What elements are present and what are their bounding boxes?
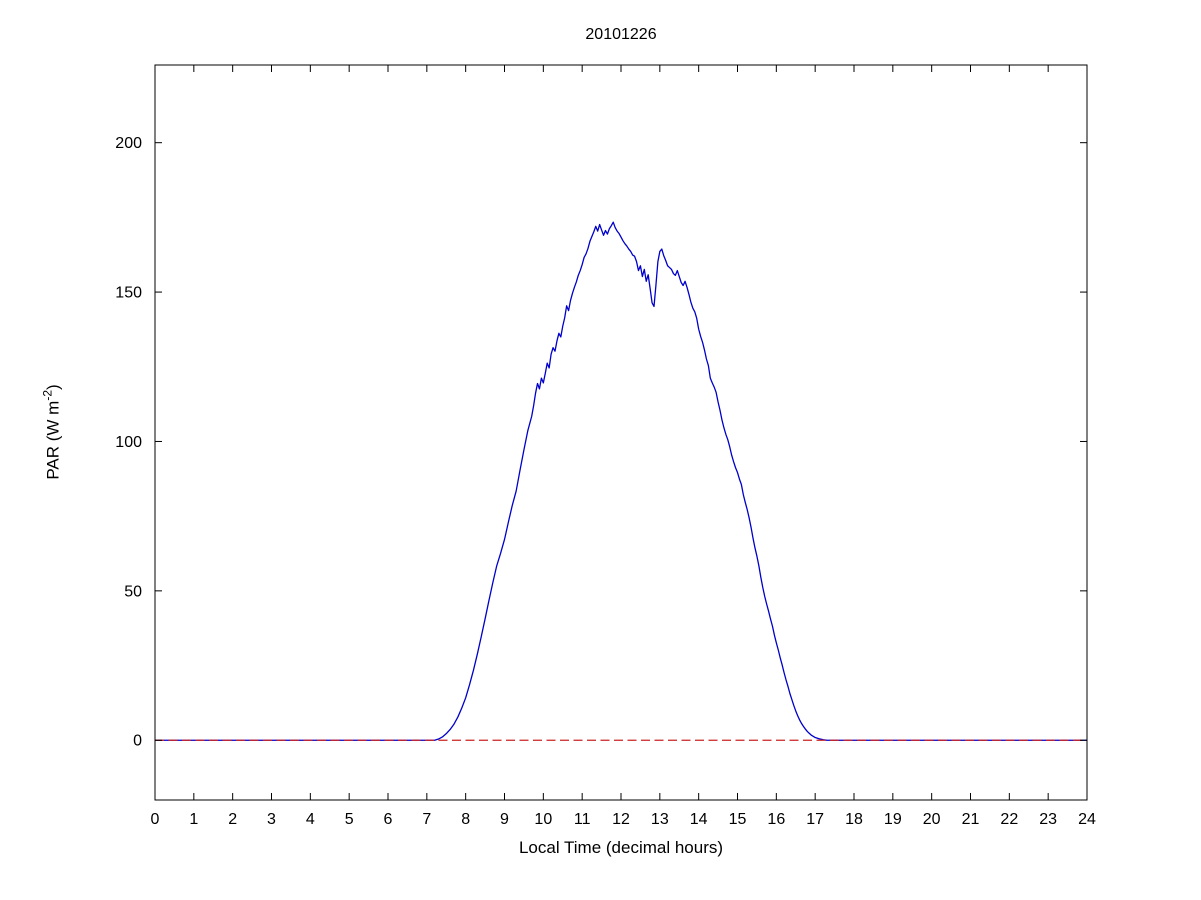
y-tick-label: 150 xyxy=(115,285,142,302)
x-tick-label: 7 xyxy=(422,811,431,828)
x-tick-label: 10 xyxy=(534,811,552,828)
y-tick-label: 50 xyxy=(124,583,142,600)
axes-box xyxy=(154,64,1088,801)
series-layer xyxy=(155,221,1087,741)
y-tick-label: 100 xyxy=(115,434,142,451)
x-tick-label: 19 xyxy=(884,811,902,828)
x-tick-label: 13 xyxy=(651,811,669,828)
x-tick-label: 12 xyxy=(612,811,630,828)
x-tick-label: 16 xyxy=(767,811,785,828)
x-tick-label: 24 xyxy=(1078,811,1096,828)
chart-title: 20101226 xyxy=(585,26,657,43)
x-axis-ticks: 0 1 2 3 4 5 6 7 8 9 10 11 12 13 14 15 16 17 18 19 20 21 22 23 24 xyxy=(151,65,1096,828)
x-tick-label: 18 xyxy=(845,811,863,828)
x-tick-label: 21 xyxy=(962,811,980,828)
x-tick-label: 20 xyxy=(923,811,941,828)
x-tick-label: 9 xyxy=(500,811,509,828)
x-tick-label: 22 xyxy=(1000,811,1018,828)
x-tick-label: 5 xyxy=(345,811,354,828)
x-tick-label: 15 xyxy=(729,811,747,828)
x-tick-label: 1 xyxy=(189,811,198,828)
x-tick-label: 17 xyxy=(806,811,824,828)
x-tick-label: 4 xyxy=(306,811,315,828)
x-tick-label: 8 xyxy=(461,811,470,828)
x-tick-label: 2 xyxy=(228,811,237,828)
x-tick-label: 14 xyxy=(690,811,708,828)
x-tick-label: 0 xyxy=(151,811,160,828)
series-PAR xyxy=(155,221,1087,741)
x-tick-label: 6 xyxy=(384,811,393,828)
y-tick-label: 200 xyxy=(115,135,142,152)
x-tick-label: 11 xyxy=(574,811,591,828)
x-tick-label: 23 xyxy=(1039,811,1057,828)
x-tick-label: 3 xyxy=(267,811,276,828)
y-tick-label: 0 xyxy=(133,733,142,750)
y-axis-ticks: 0 50 100 150 200 xyxy=(115,135,1087,750)
x-axis-label: Local Time (decimal hours) xyxy=(518,838,724,857)
